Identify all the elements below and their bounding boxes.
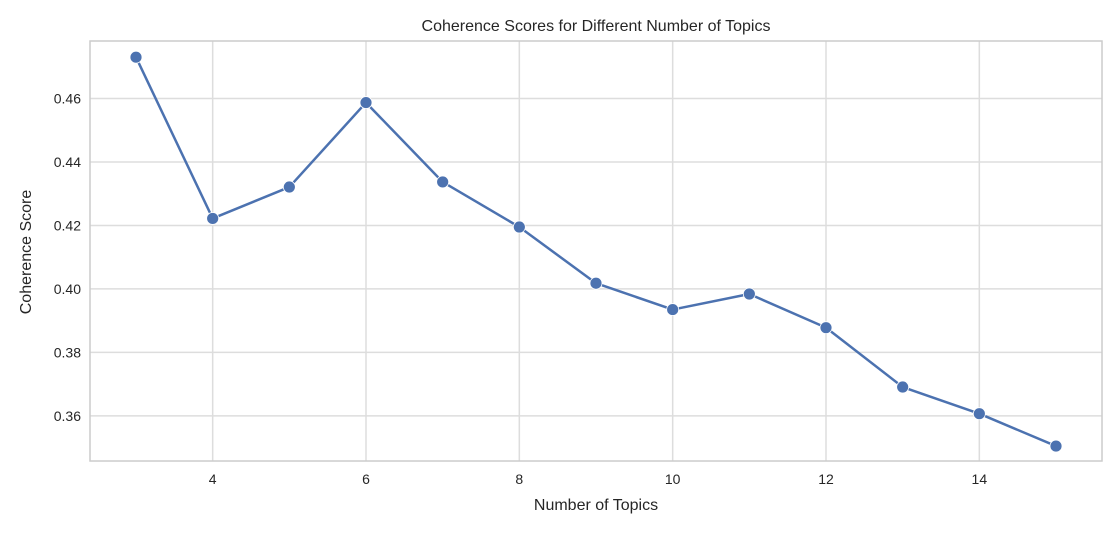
data-point <box>436 175 450 189</box>
x-tick-label: 10 <box>665 471 681 487</box>
x-tick-label: 8 <box>515 471 523 487</box>
data-point <box>589 276 603 290</box>
data-point <box>819 321 833 335</box>
data-point <box>666 303 680 316</box>
plot-border <box>89 40 1103 462</box>
y-tick-labels: 0.36 0.38 0.40 0.42 0.44 0.46 <box>54 90 81 423</box>
data-point <box>742 287 756 301</box>
data-point <box>206 212 220 225</box>
y-tick-label: 0.46 <box>54 90 81 106</box>
x-tick-label: 4 <box>209 471 217 487</box>
y-axis-label: Coherence Score <box>18 190 35 315</box>
y-tick-label: 0.44 <box>54 154 81 170</box>
data-point <box>1049 439 1063 453</box>
data-point <box>282 180 296 194</box>
series-line <box>134 56 1057 448</box>
data-point <box>512 220 526 234</box>
axes-frame <box>89 40 1103 462</box>
x-tick-label: 12 <box>818 471 834 487</box>
data-point <box>896 380 910 394</box>
y-tick-label: 0.42 <box>54 217 81 233</box>
data-point <box>972 407 986 421</box>
data-point <box>359 96 373 109</box>
x-axis-label: Number of Topics <box>534 497 658 514</box>
x-tick-labels: 4 6 8 10 12 14 <box>209 471 988 487</box>
chart-title: Coherence Scores for Different Number of… <box>422 18 771 35</box>
series <box>129 50 1063 453</box>
x-tick-label: 14 <box>972 471 988 487</box>
y-tick-label: 0.40 <box>54 281 81 297</box>
grid <box>90 41 1102 461</box>
data-point <box>129 50 143 64</box>
y-tick-label: 0.36 <box>54 408 81 424</box>
y-tick-label: 0.38 <box>54 344 81 360</box>
x-tick-label: 6 <box>362 471 370 487</box>
